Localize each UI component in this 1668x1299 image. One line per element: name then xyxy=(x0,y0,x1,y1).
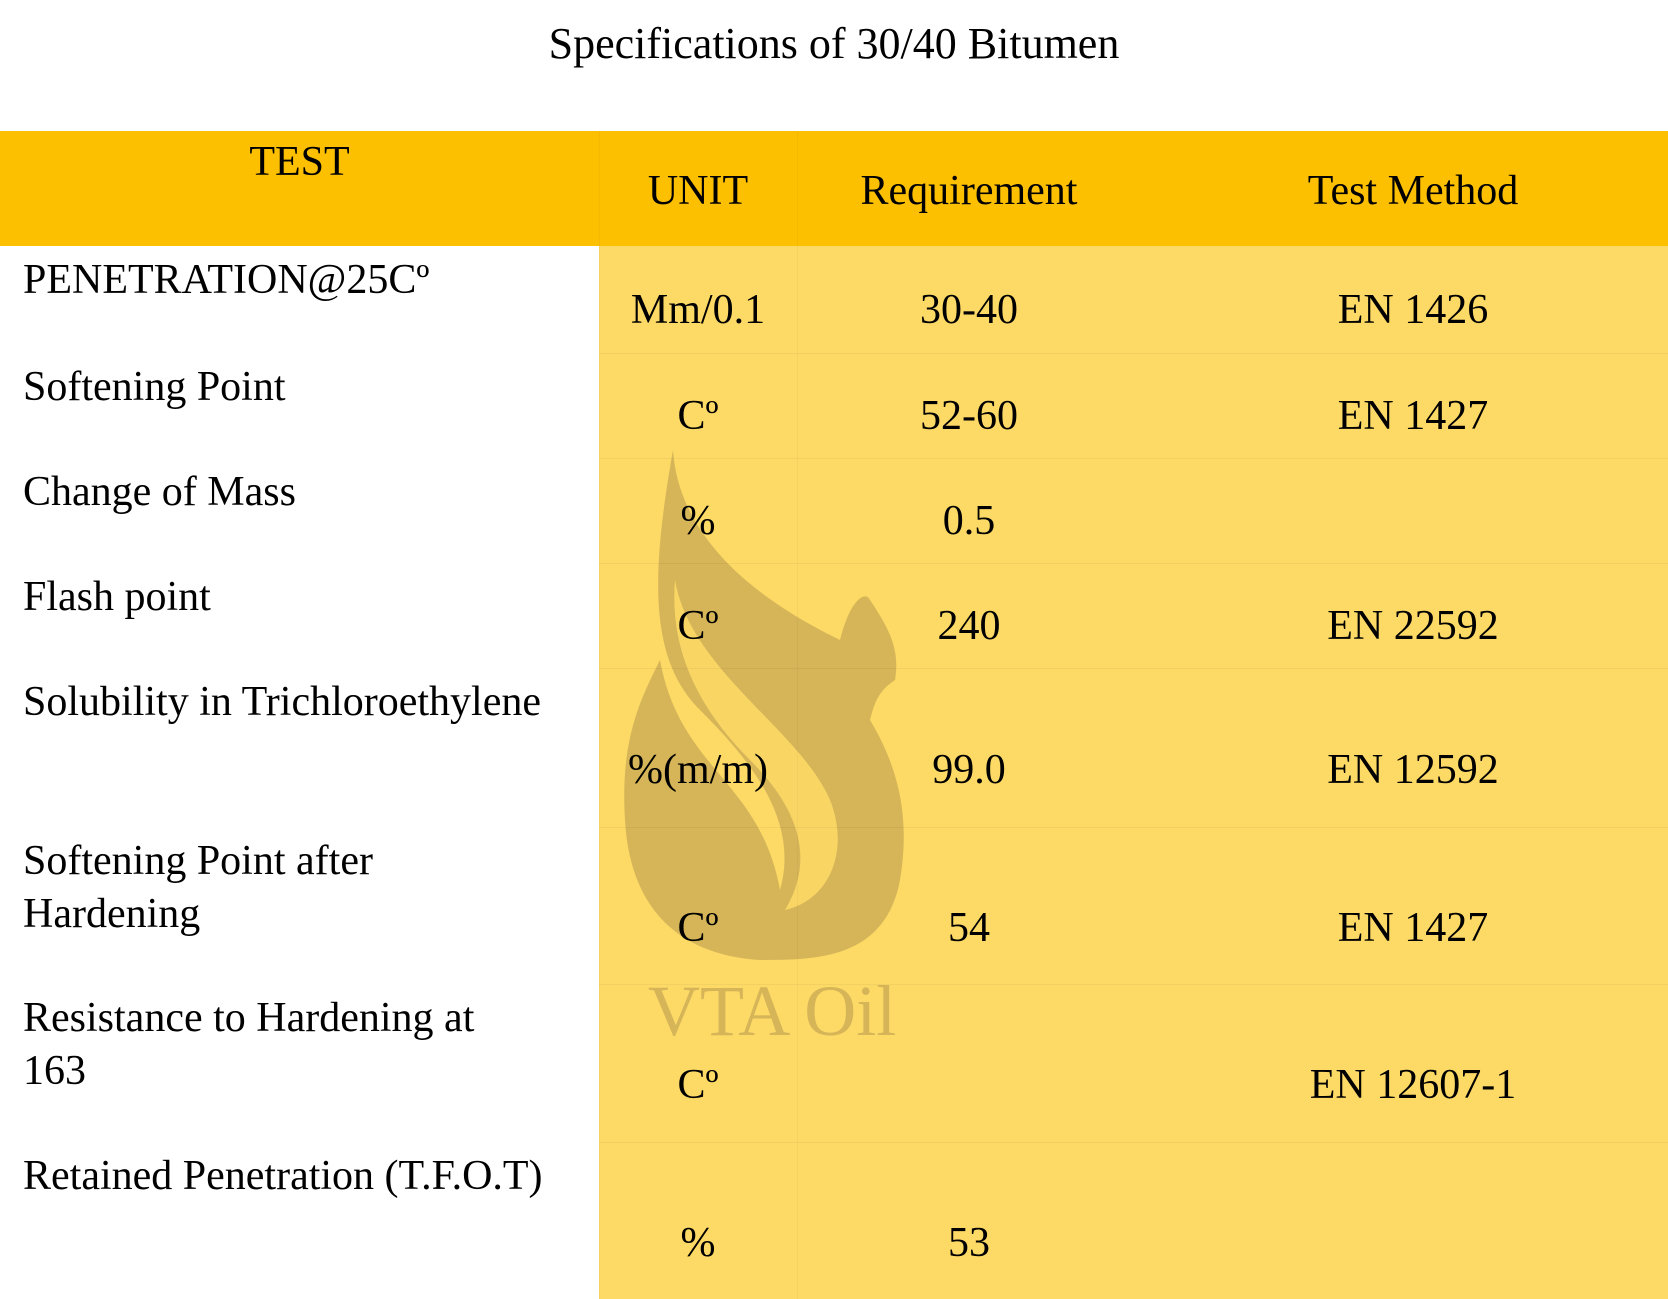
row-divider xyxy=(599,1142,1668,1143)
cell-requirement: 54 xyxy=(948,904,990,951)
cell-unit: Cº xyxy=(677,602,719,649)
header-test-method: Test Method xyxy=(1307,168,1519,214)
cell-unit: %(m/m) xyxy=(628,746,768,793)
header-test: TEST xyxy=(249,139,350,185)
header-unit: UNIT xyxy=(647,168,749,214)
cell-unit: Cº xyxy=(677,1062,719,1108)
cell-requirement: 99.0 xyxy=(932,746,1006,793)
cell-unit: Cº xyxy=(677,392,719,439)
page-title: Specifications of 30/40 Bitumen xyxy=(548,19,1120,68)
cell-unit: Cº xyxy=(677,904,719,951)
cell-requirement: 53 xyxy=(948,1219,990,1266)
cell-test: Softening Point after Hardening xyxy=(23,838,373,937)
table-header-row xyxy=(0,131,1668,246)
cell-test-method: EN 12592 xyxy=(1327,746,1499,793)
cell-test-method: EN 1426 xyxy=(1337,286,1489,333)
row-divider xyxy=(599,668,1668,669)
header-requirement: Requirement xyxy=(860,168,1078,214)
flame-logo-icon xyxy=(624,450,904,960)
cell-requirement: 30-40 xyxy=(920,286,1018,333)
cell-test-method: EN 22592 xyxy=(1327,602,1499,649)
row-divider xyxy=(599,563,1668,564)
cell-test: Retained Penetration (T.F.O.T) xyxy=(23,1153,543,1199)
cell-test-method: EN 1427 xyxy=(1337,904,1489,951)
cell-test-method: EN 1427 xyxy=(1337,392,1489,439)
cell-test: PENETRATION@25Cº xyxy=(23,257,430,303)
cell-test: Solubility in Trichloroethylene xyxy=(23,679,542,725)
cell-unit: % xyxy=(680,497,716,544)
row-divider xyxy=(599,353,1668,354)
cell-test: Softening Point xyxy=(23,364,286,410)
cell-test-method: EN 12607-1 xyxy=(1309,1062,1517,1108)
cell-test: Change of Mass xyxy=(23,469,296,515)
cell-requirement: 52-60 xyxy=(920,392,1018,439)
cell-requirement: 240 xyxy=(937,602,1001,649)
cell-unit: % xyxy=(680,1219,716,1266)
cell-test: Resistance to Hardening at 163 xyxy=(23,995,475,1094)
row-divider xyxy=(599,458,1668,459)
row-divider xyxy=(599,827,1668,828)
row-divider xyxy=(599,984,1668,985)
watermark-text: VTA Oil xyxy=(648,971,897,1051)
cell-requirement: 0.5 xyxy=(942,497,996,544)
cell-unit: Mm/0.1 xyxy=(630,286,766,333)
cell-test: Flash point xyxy=(23,574,211,620)
